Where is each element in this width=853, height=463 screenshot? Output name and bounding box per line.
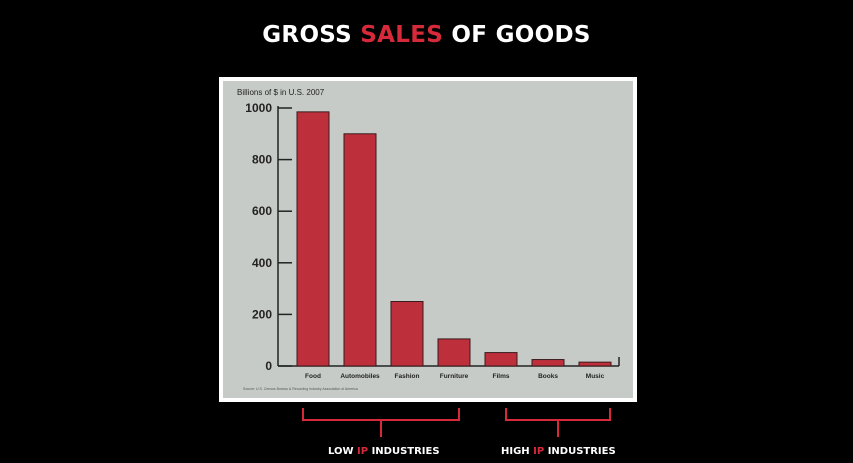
y-tick-label-800: 800 — [252, 153, 272, 167]
bar-music — [578, 361, 612, 367]
y-tick-label-400: 400 — [252, 256, 272, 270]
bar-food — [296, 111, 330, 367]
y-tick-label-200: 200 — [252, 307, 272, 321]
title-suffix: OF GOODS — [443, 22, 591, 48]
x-tick-label-music: Music — [586, 373, 605, 380]
x-tick-label-furniture: Furniture — [440, 373, 469, 380]
title-accent: SALES — [360, 22, 444, 48]
x-tick-label-automobiles: Automobiles — [340, 373, 380, 380]
y-axis-label: Billions of $ in U.S. 2007 — [237, 88, 325, 97]
bar-furniture — [437, 338, 471, 367]
bar-films — [484, 352, 518, 367]
y-tick-label-600: 600 — [252, 204, 272, 218]
bar-fashion — [390, 301, 424, 367]
high-ip-bracket — [505, 408, 611, 437]
slide-title: GROSS SALES OF GOODS — [0, 22, 853, 48]
y-tick-label-1000: 1000 — [245, 101, 272, 115]
low-ip-pre: LOW — [328, 446, 358, 457]
x-tick-label-fashion: Fashion — [395, 373, 420, 380]
low-ip-ip: IP — [357, 446, 369, 457]
x-tick-label-food: Food — [305, 373, 321, 380]
x-tick-label-books: Books — [538, 373, 558, 380]
title-prefix: GROSS — [262, 22, 361, 48]
high-ip-post: INDUSTRIES — [544, 446, 616, 457]
low-ip-post: INDUSTRIES — [368, 446, 440, 457]
low-ip-label: LOW IP INDUSTRIES — [328, 446, 440, 457]
bar-automobiles — [343, 133, 377, 367]
high-ip-ip: IP — [533, 446, 545, 457]
bar-chart: 0 200 400 600 800 1000 Food Automobiles Fashion F… — [245, 101, 620, 380]
x-tick-label-films: Films — [493, 373, 510, 380]
source-note: Source: U.S. Census Bureau & Recording I… — [243, 387, 358, 391]
high-ip-pre: HIGH — [501, 446, 534, 457]
chart-area: Billions of $ in U.S. 2007 0 200 400 600 800… — [223, 81, 633, 398]
high-ip-label: HIGH IP INDUSTRIES — [501, 446, 616, 457]
low-ip-bracket — [302, 408, 460, 437]
bar-books — [531, 359, 565, 367]
chart-panel: Billions of $ in U.S. 2007 0 200 400 600 800… — [219, 77, 637, 402]
y-tick-label-0: 0 — [265, 359, 272, 373]
